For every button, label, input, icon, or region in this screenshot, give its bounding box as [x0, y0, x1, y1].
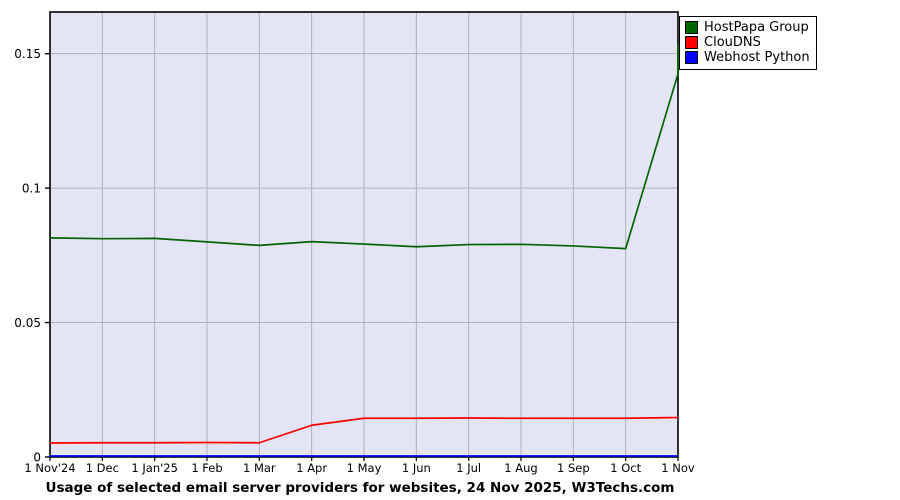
data-series [49, 44, 679, 457]
legend-item-label: HostPapa Group [704, 20, 809, 35]
chart-legend: HostPapa Group ClouDNS Webhost Python [679, 16, 817, 70]
x-tick-label: 1 Aug [504, 461, 537, 475]
x-tick-label: 1 Dec [86, 461, 119, 475]
x-tick-label: 1 May [347, 461, 382, 475]
x-tick-label: 1 Sep [557, 461, 590, 475]
legend-item[interactable]: Webhost Python [685, 50, 810, 65]
legend-item[interactable]: HostPapa Group [685, 20, 810, 35]
y-tick-label: 0.1 [22, 182, 41, 196]
legend-color-swatch [685, 51, 698, 64]
x-tick-label: 1 Jul [456, 461, 481, 475]
series-line [49, 44, 679, 250]
legend-color-swatch [685, 36, 698, 49]
y-axis-ticks: 0 0.05 0.1 0.15 [14, 47, 50, 465]
x-tick-label: 1 Oct [610, 461, 641, 475]
x-tick-label: 1 Jun [402, 461, 431, 475]
x-tick-label: 1 Mar [243, 461, 276, 475]
y-tick-label: 0 [33, 451, 41, 465]
y-tick-label: 0.15 [14, 47, 41, 61]
x-tick-label: 1 Apr [296, 461, 327, 475]
y-tick-label: 0.05 [14, 316, 41, 330]
chart-title: Usage of selected email server providers… [46, 480, 675, 496]
x-axis-ticks: 1 Nov'24 1 Dec 1 Jan'25 1 Feb 1 Mar 1 Apr 1 Ma… [24, 457, 695, 475]
x-tick-label: 1 Nov'24 [24, 461, 75, 475]
legend-color-swatch [685, 21, 698, 34]
legend-item-label: ClouDNS [704, 35, 761, 50]
x-tick-label: 1 Feb [191, 461, 222, 475]
legend-item-label: Webhost Python [704, 50, 810, 65]
x-tick-label: 1 Jan'25 [131, 461, 178, 475]
series-line [49, 416, 679, 444]
legend-item[interactable]: ClouDNS [685, 35, 810, 50]
x-tick-label: 1 Nov [661, 461, 695, 475]
